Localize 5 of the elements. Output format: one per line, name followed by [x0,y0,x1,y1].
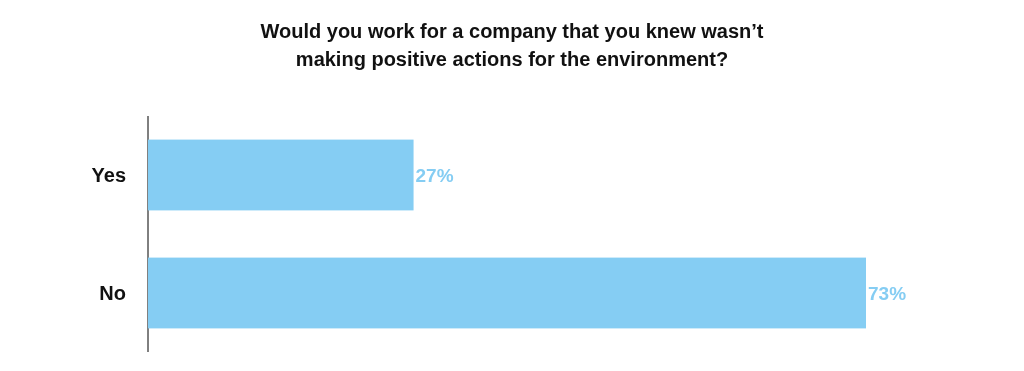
data-label: 27% [415,164,454,186]
y-tick-label: Yes [91,164,126,186]
data-label: 73% [868,282,907,304]
y-tick-label: No [99,282,126,304]
chart-title: Would you work for a company that you knew wasn’t making positive actions for the environment? [260,20,764,70]
